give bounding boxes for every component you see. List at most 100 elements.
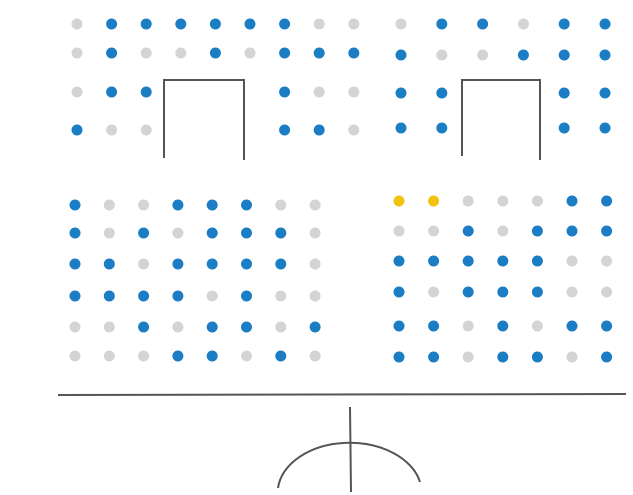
seat — [140, 86, 152, 98]
seat — [172, 290, 184, 302]
seat — [172, 350, 184, 362]
seat — [140, 18, 152, 30]
seat — [209, 47, 221, 59]
seat — [395, 122, 407, 134]
seat — [138, 350, 150, 362]
seat — [531, 320, 543, 332]
seat — [462, 320, 474, 332]
seat — [599, 49, 611, 61]
seat — [531, 195, 543, 207]
seat — [69, 199, 81, 211]
seat — [103, 290, 115, 302]
seat — [599, 87, 611, 99]
seat — [531, 255, 543, 267]
seat — [566, 351, 578, 363]
seat — [309, 321, 321, 333]
box — [461, 79, 541, 160]
seat — [275, 350, 287, 362]
seat — [428, 195, 440, 207]
seat — [348, 47, 360, 59]
seat — [140, 124, 152, 136]
seat — [462, 255, 474, 267]
seat — [140, 47, 152, 59]
seat — [241, 290, 252, 302]
seat — [517, 18, 529, 30]
seat — [279, 18, 291, 30]
seat — [393, 225, 405, 237]
arc — [277, 441, 421, 489]
box — [163, 79, 245, 160]
seat — [348, 124, 360, 136]
seat — [279, 86, 291, 98]
seat — [558, 18, 570, 30]
seat — [241, 227, 252, 239]
seat — [601, 286, 613, 298]
seat — [206, 350, 218, 362]
seat — [531, 286, 543, 298]
seat — [172, 258, 184, 270]
seat — [103, 321, 115, 333]
seat — [138, 258, 150, 270]
seat — [275, 321, 287, 333]
seat — [497, 225, 509, 237]
seat — [309, 350, 321, 362]
seat — [69, 350, 81, 362]
seat — [206, 321, 218, 333]
seat — [309, 258, 321, 270]
seat — [309, 199, 321, 211]
seat — [71, 47, 83, 59]
seat — [241, 199, 252, 211]
seat — [395, 49, 407, 61]
seat — [275, 199, 287, 211]
seat — [244, 47, 256, 59]
seat — [393, 286, 405, 298]
seat — [601, 320, 613, 332]
seat — [601, 225, 613, 237]
seat — [244, 18, 256, 30]
seat — [313, 47, 325, 59]
seat — [313, 124, 325, 136]
seat — [206, 258, 218, 270]
seat — [566, 320, 578, 332]
seat — [138, 321, 150, 333]
seat — [209, 18, 221, 30]
seat — [601, 351, 613, 363]
seat — [279, 124, 291, 136]
seat — [517, 49, 529, 61]
seat — [313, 86, 325, 98]
seat — [393, 351, 405, 363]
seat — [206, 199, 218, 211]
seat — [106, 124, 118, 136]
seat — [531, 351, 543, 363]
seat — [477, 49, 489, 61]
seat — [497, 320, 509, 332]
seat — [172, 199, 184, 211]
seat — [436, 122, 448, 134]
seat — [175, 18, 187, 30]
seat — [241, 350, 252, 362]
seat — [313, 18, 325, 30]
seat — [103, 258, 115, 270]
seat — [601, 195, 613, 207]
seat — [462, 351, 474, 363]
seat — [103, 227, 115, 239]
seat — [462, 195, 474, 207]
seat — [395, 87, 407, 99]
seat — [275, 290, 287, 302]
seat — [175, 47, 187, 59]
seat — [558, 122, 570, 134]
seat — [599, 122, 611, 134]
seat — [71, 86, 83, 98]
seat — [138, 199, 150, 211]
seat — [275, 258, 287, 270]
seat — [279, 47, 291, 59]
seat — [103, 350, 115, 362]
seat — [477, 18, 489, 30]
seat — [558, 87, 570, 99]
seat — [309, 290, 321, 302]
seat — [138, 227, 150, 239]
seat — [436, 87, 448, 99]
seat — [348, 18, 360, 30]
seat — [393, 195, 405, 207]
seat — [566, 286, 578, 298]
